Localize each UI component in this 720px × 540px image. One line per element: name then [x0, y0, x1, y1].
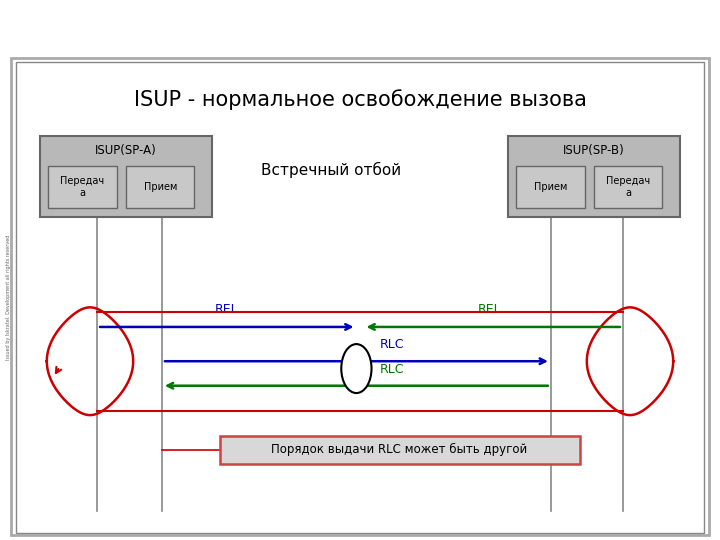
Text: RLC: RLC	[380, 339, 405, 352]
FancyBboxPatch shape	[220, 436, 580, 464]
Text: Передач
а: Передач а	[60, 177, 104, 198]
Text: REL: REL	[215, 303, 238, 316]
Text: REL: REL	[478, 303, 501, 316]
FancyBboxPatch shape	[594, 166, 662, 208]
FancyBboxPatch shape	[48, 166, 117, 208]
Ellipse shape	[341, 344, 372, 393]
Text: ISUP - нормальное освобождение вызова: ISUP - нормальное освобождение вызова	[134, 89, 586, 110]
Text: Передач
а: Передач а	[606, 177, 650, 198]
FancyBboxPatch shape	[11, 58, 709, 535]
Text: Прием: Прием	[534, 182, 567, 192]
Text: Прием: Прием	[143, 182, 177, 192]
FancyBboxPatch shape	[516, 166, 585, 208]
Text: Issued by Iskratel. Development all rights reserved: Issued by Iskratel. Development all righ…	[6, 234, 11, 360]
Text: Порядок выдачи RLC может быть другой: Порядок выдачи RLC может быть другой	[271, 443, 528, 456]
Text: RLC: RLC	[380, 363, 405, 376]
Text: ISUP(SP-A): ISUP(SP-A)	[95, 144, 157, 157]
Text: Встречный отбой: Встречный отбой	[261, 162, 401, 178]
Text: ISKRATEL: ISKRATEL	[606, 18, 702, 37]
FancyBboxPatch shape	[508, 136, 680, 217]
FancyBboxPatch shape	[40, 136, 212, 217]
FancyBboxPatch shape	[126, 166, 194, 208]
Text: ISUP(SP-B): ISUP(SP-B)	[563, 144, 625, 157]
